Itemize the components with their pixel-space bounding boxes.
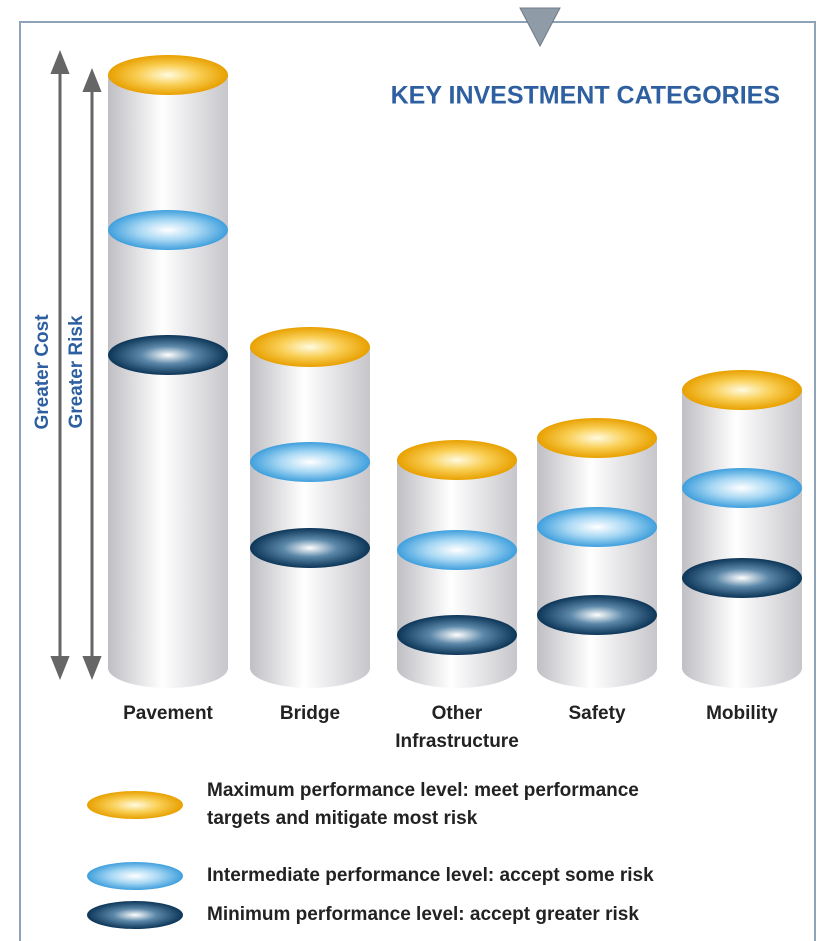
level-disc <box>537 595 657 635</box>
category-label: Infrastructure <box>395 731 519 752</box>
category-label: Safety <box>568 703 625 724</box>
frame <box>19 21 816 941</box>
category-label: Mobility <box>706 703 778 724</box>
level-disc <box>537 507 657 547</box>
cylinder <box>250 347 370 688</box>
level-disc <box>397 530 517 570</box>
category-label: Pavement <box>123 703 213 724</box>
level-disc <box>682 468 802 508</box>
category-label: Other <box>432 703 483 724</box>
level-disc <box>250 442 370 482</box>
legend-label: targets and mitigate most risk <box>207 808 478 829</box>
level-disc <box>108 210 228 250</box>
axis-label: Greater Cost <box>32 314 53 430</box>
level-disc <box>682 370 802 410</box>
level-disc <box>250 528 370 568</box>
level-disc <box>682 558 802 598</box>
legend-label: Intermediate performance level: accept s… <box>207 865 654 886</box>
legend-swatch <box>87 791 183 819</box>
level-disc <box>537 418 657 458</box>
level-disc <box>397 440 517 480</box>
level-disc <box>397 615 517 655</box>
legend-swatch <box>87 901 183 929</box>
level-disc <box>108 55 228 95</box>
axis-label: Greater Risk <box>66 315 87 428</box>
level-disc <box>108 335 228 375</box>
legend-label: Maximum performance level: meet performa… <box>207 780 639 801</box>
level-disc <box>250 327 370 367</box>
legend-swatch <box>87 862 183 890</box>
category-label: Bridge <box>280 703 340 724</box>
cylinder <box>108 75 228 688</box>
title: KEY INVESTMENT CATEGORIES <box>391 82 780 110</box>
cylinder <box>537 438 657 688</box>
pointer <box>519 7 561 48</box>
legend-label: Minimum performance level: accept greate… <box>207 904 639 925</box>
cylinder <box>682 390 802 688</box>
